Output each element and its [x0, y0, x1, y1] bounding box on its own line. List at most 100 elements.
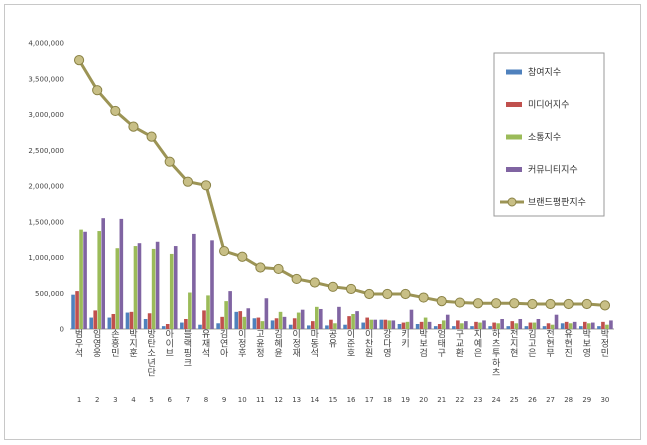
bar: [347, 316, 351, 329]
bar: [405, 321, 410, 329]
bar: [220, 316, 224, 329]
bar: [143, 318, 148, 329]
bar: [365, 317, 369, 329]
bar: [333, 323, 337, 329]
bar: [228, 291, 232, 329]
bar: [107, 317, 112, 329]
rank-label: 24: [492, 396, 501, 404]
brand-index-point: [164, 156, 175, 167]
rank-label: 27: [546, 396, 555, 404]
rank-label: 18: [383, 396, 392, 404]
bar: [151, 248, 156, 329]
brand-index-point: [491, 298, 502, 309]
bar: [568, 323, 573, 329]
legend-swatch-marker: [507, 197, 517, 207]
y-tick-label: 2,000,000: [28, 183, 64, 191]
bar: [325, 325, 329, 329]
bar: [423, 317, 428, 329]
bar: [355, 311, 359, 330]
legend-swatch: [506, 134, 522, 140]
bar: [397, 324, 402, 329]
bar: [445, 314, 450, 329]
bar: [192, 233, 196, 329]
bar: [605, 324, 609, 329]
bar: [216, 323, 220, 329]
bar: [300, 309, 305, 329]
bar: [155, 241, 160, 329]
y-tick-label: 2,500,000: [28, 147, 64, 155]
rank-label: 1: [77, 396, 81, 404]
bar: [137, 243, 142, 329]
brand-index-point: [581, 298, 592, 310]
bar: [147, 313, 152, 329]
bar: [572, 321, 577, 329]
y-tick-label: 1,500,000: [28, 218, 64, 226]
bar: [500, 318, 504, 329]
rank-label: 14: [310, 396, 319, 404]
rank-label: 19: [401, 396, 410, 404]
bar: [546, 323, 551, 329]
bar: [583, 321, 587, 329]
bar: [165, 324, 170, 329]
rank-label: 7: [186, 396, 190, 404]
bar: [206, 295, 210, 329]
bar: [202, 310, 206, 329]
rank-label: 5: [149, 396, 153, 404]
bar: [510, 321, 515, 329]
bar: [89, 317, 93, 329]
bar: [125, 312, 130, 329]
y-tick-label: 3,500,000: [28, 75, 64, 83]
brand-index-point: [599, 300, 611, 311]
legend-swatch: [506, 69, 522, 75]
legend-label: 커뮤니티지수: [528, 165, 578, 176]
bar: [173, 246, 178, 329]
legend-label: 참여지수: [528, 66, 561, 78]
bar: [496, 323, 500, 329]
brand-index-point: [291, 273, 302, 285]
y-tick-label: 1,000,000: [28, 254, 64, 262]
bar: [391, 320, 396, 329]
bar: [292, 318, 297, 329]
bar: [315, 306, 319, 329]
rank-label: 11: [256, 396, 265, 404]
bar: [115, 248, 120, 329]
bar: [242, 316, 247, 329]
brand-index-point: [128, 121, 139, 132]
brand-index-point: [545, 298, 556, 310]
brand-index-point: [364, 288, 375, 300]
brand-index-point: [200, 180, 212, 191]
bar: [460, 323, 464, 329]
bar: [256, 317, 261, 329]
bar: [361, 322, 365, 329]
bar: [270, 320, 275, 329]
bar: [532, 322, 537, 329]
bar: [550, 324, 555, 329]
bar: [198, 324, 202, 329]
bar: [246, 308, 251, 329]
rank-label: 22: [455, 396, 464, 404]
brand-index-point: [382, 288, 393, 300]
legend-swatch: [506, 102, 522, 107]
brand-index-point: [454, 297, 465, 308]
bar: [536, 318, 541, 329]
brand-index-point: [237, 251, 248, 262]
bar: [307, 325, 311, 329]
brand-index-point: [146, 131, 157, 142]
bar: [264, 298, 269, 329]
bar: [482, 320, 486, 329]
